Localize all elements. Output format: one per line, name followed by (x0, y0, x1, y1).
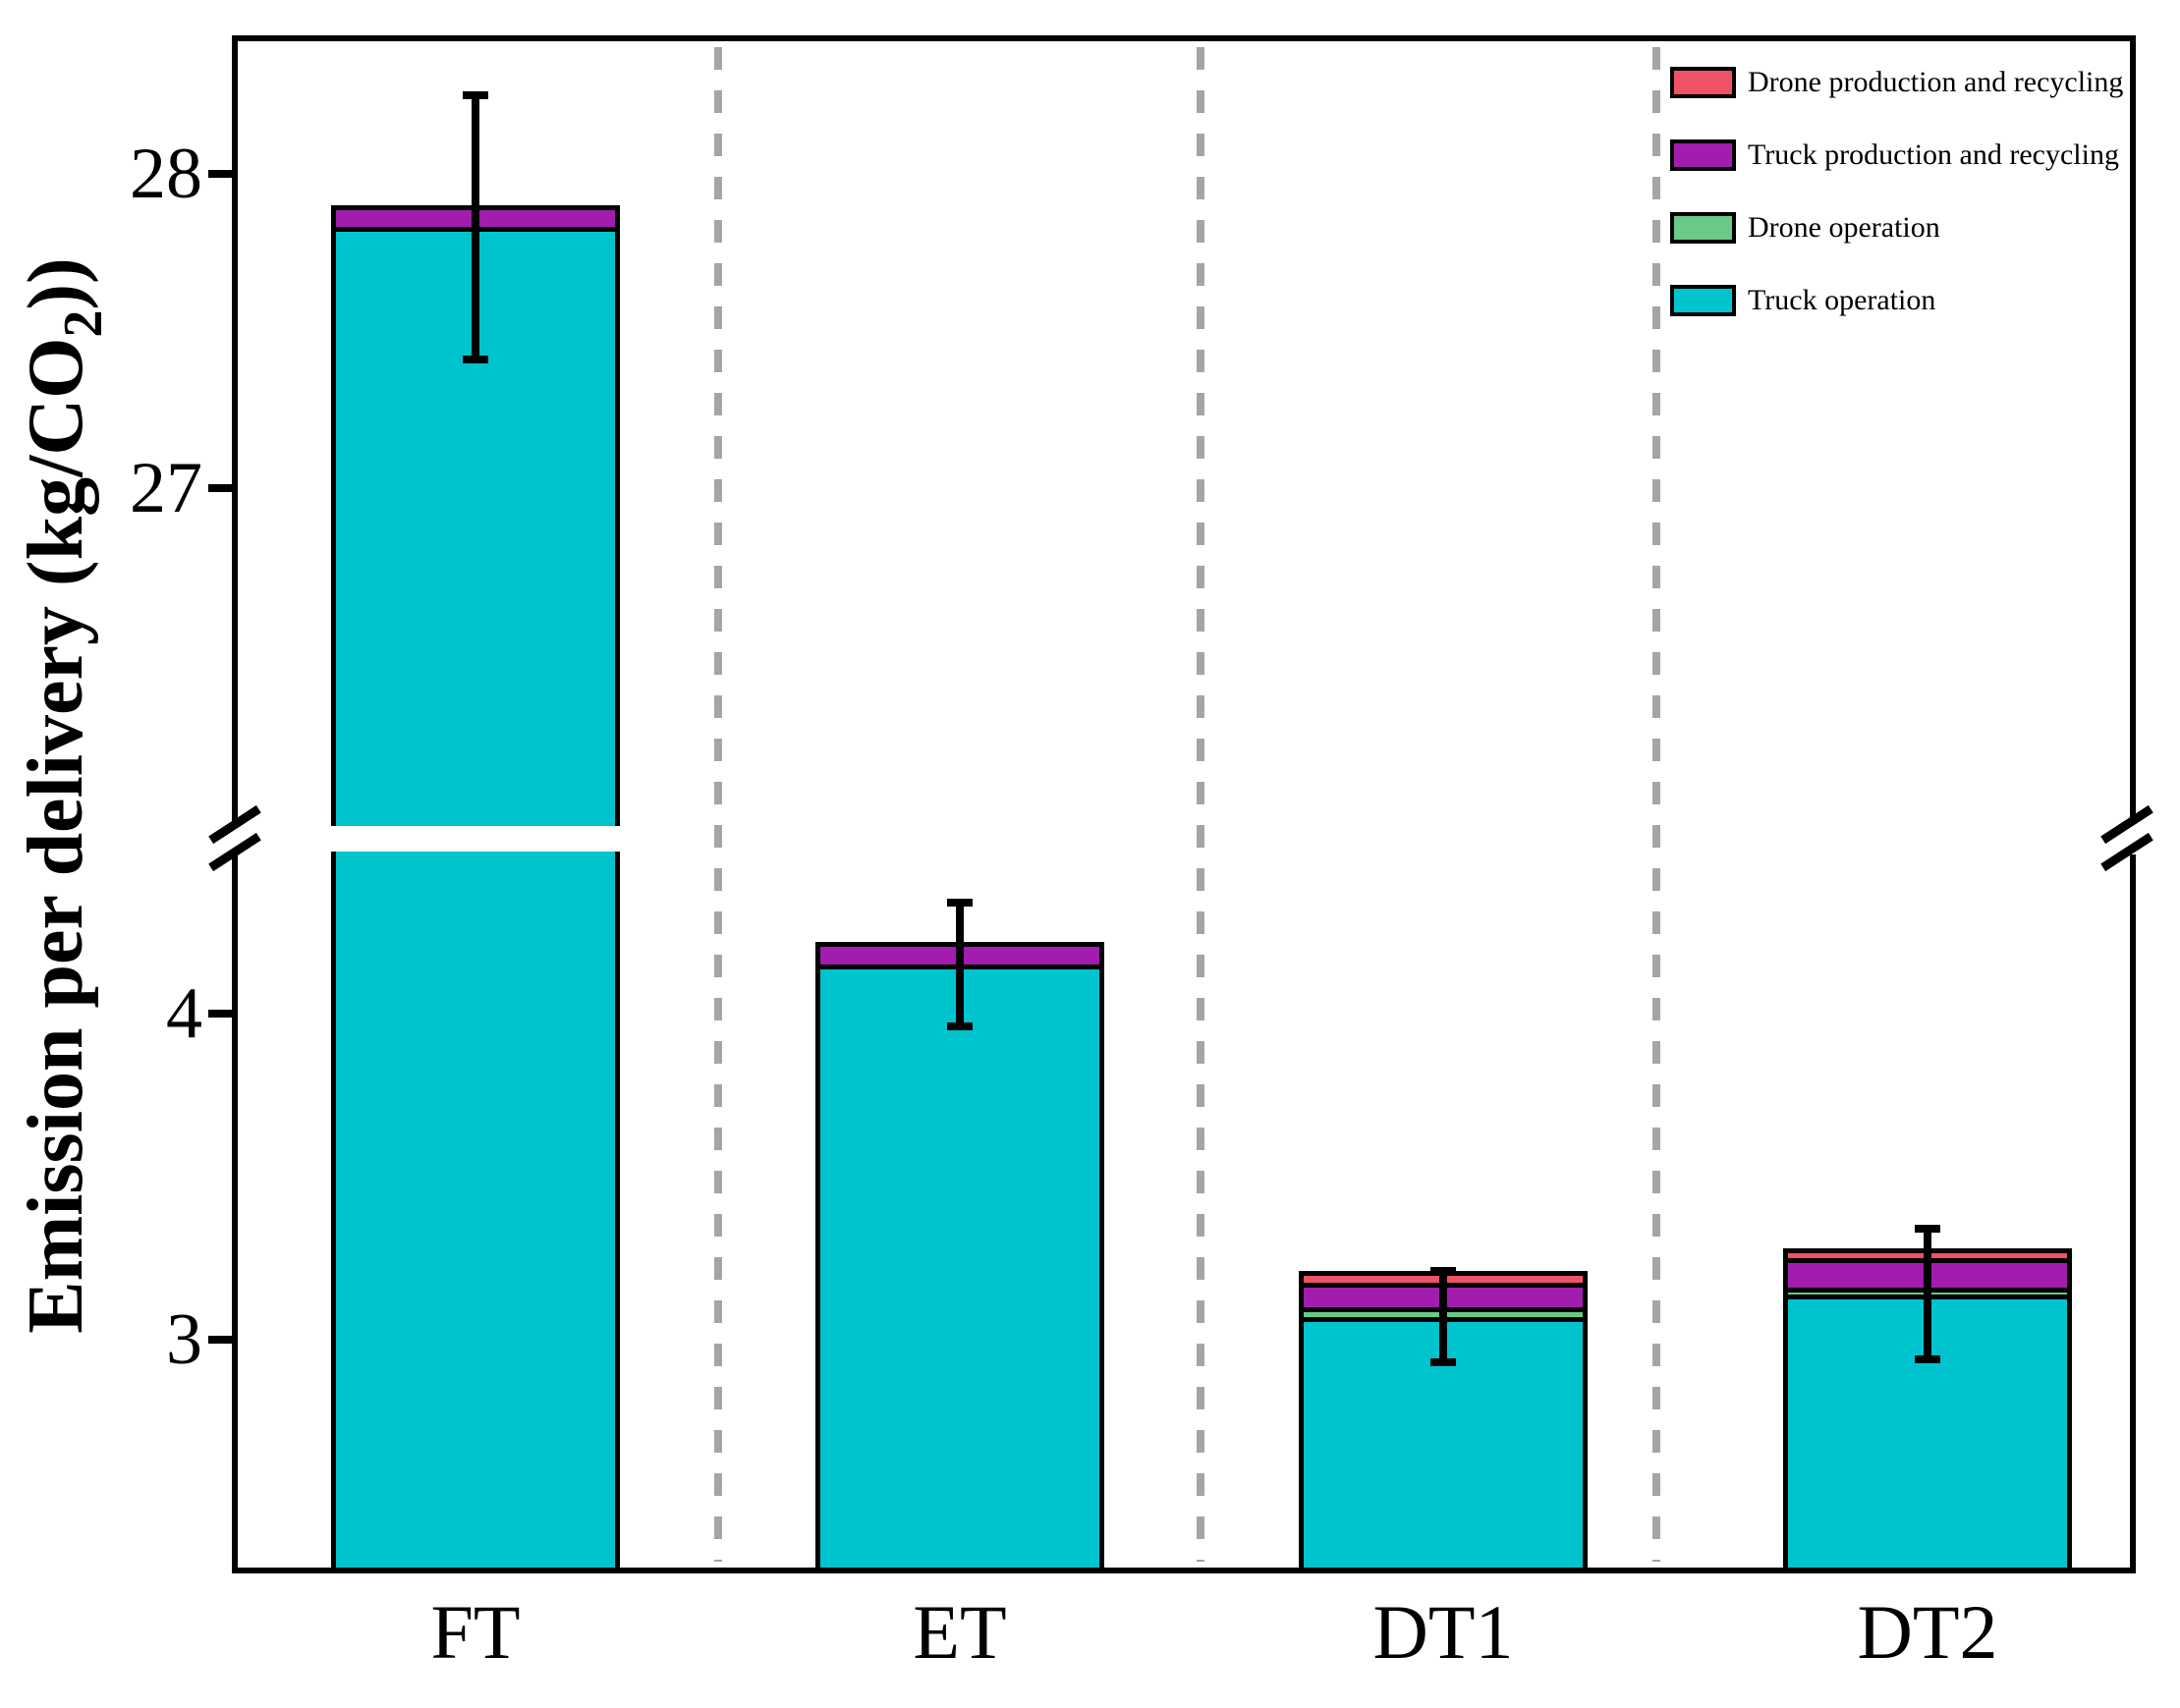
x-axis-label-FT: FT (430, 1589, 521, 1675)
error-bar-cap-bottom-DT2 (1915, 1355, 1940, 1363)
legend-label-1: Truck production and recycling (1748, 138, 2119, 171)
y-axis-title-subscript: 2 (53, 309, 114, 338)
bar-border-left-ET (815, 942, 820, 1568)
bar-border-left-DT2 (1783, 1248, 1788, 1568)
error-bar-line-DT2 (1924, 1229, 1931, 1359)
category-separator-line (714, 47, 722, 1562)
legend-label-3: Truck operation (1748, 284, 1936, 316)
error-bar-line-ET (956, 903, 964, 1026)
bar-border-left-DT1 (1299, 1271, 1304, 1568)
error-bar-line-FT (472, 95, 479, 359)
bar-border-right-DT1 (1583, 1271, 1588, 1568)
legend-label-2: Drone operation (1748, 211, 1940, 244)
error-bar-cap-bottom-ET (947, 1022, 973, 1030)
legend-item-3: Truck operation (1670, 285, 2123, 316)
bar-segment-ET-truck-operation (815, 964, 1104, 1568)
axis-break-gap-bar-FT (329, 826, 622, 852)
x-axis-label-ET: ET (913, 1589, 1007, 1675)
category-separator-line (1652, 47, 1660, 1562)
legend-swatch-3 (1670, 285, 1736, 316)
y-tick-label-28: 28 (130, 134, 202, 214)
error-bar-cap-top-DT1 (1430, 1267, 1456, 1275)
error-bar-cap-bottom-FT (463, 356, 488, 363)
bar-segment-FT-truck-operation (331, 227, 620, 1568)
legend-swatch-1 (1670, 139, 1736, 171)
y-tick-label-3: 3 (166, 1299, 202, 1380)
error-bar-cap-bottom-DT1 (1430, 1358, 1456, 1366)
x-axis-label-DT2: DT2 (1857, 1589, 1998, 1675)
error-bar-cap-top-ET (947, 899, 973, 907)
y-tick-label-27: 27 (130, 448, 202, 528)
bar-border-right-FT (615, 205, 620, 1568)
error-bar-cap-top-DT2 (1915, 1225, 1940, 1233)
legend-item-2: Drone operation (1670, 212, 2123, 244)
error-bar-cap-top-FT (463, 91, 488, 99)
bar-border-left-FT (331, 205, 336, 1568)
y-tick-label-4: 4 (166, 973, 202, 1054)
y-tick-4 (208, 1010, 232, 1018)
y-tick-28 (208, 170, 232, 178)
legend-item-1: Truck production and recycling (1670, 139, 2123, 171)
y-axis-title-close: )) (13, 257, 99, 310)
error-bar-line-DT1 (1439, 1271, 1447, 1362)
plot-border (232, 35, 2136, 1573)
legend-label-0: Drone production and recycling (1748, 66, 2124, 98)
bar-border-right-DT2 (2067, 1248, 2072, 1568)
legend-swatch-2 (1670, 212, 1736, 244)
legend-item-0: Drone production and recycling (1670, 67, 2123, 98)
bar-border-right-ET (1099, 942, 1104, 1568)
y-tick-27 (208, 484, 232, 492)
y-tick-3 (208, 1336, 232, 1344)
legend-swatch-0 (1670, 67, 1736, 98)
x-axis-label-DT1: DT1 (1372, 1589, 1514, 1675)
category-separator-line (1197, 47, 1204, 1562)
legend: Drone production and recycling Truck prod… (1670, 67, 2123, 358)
